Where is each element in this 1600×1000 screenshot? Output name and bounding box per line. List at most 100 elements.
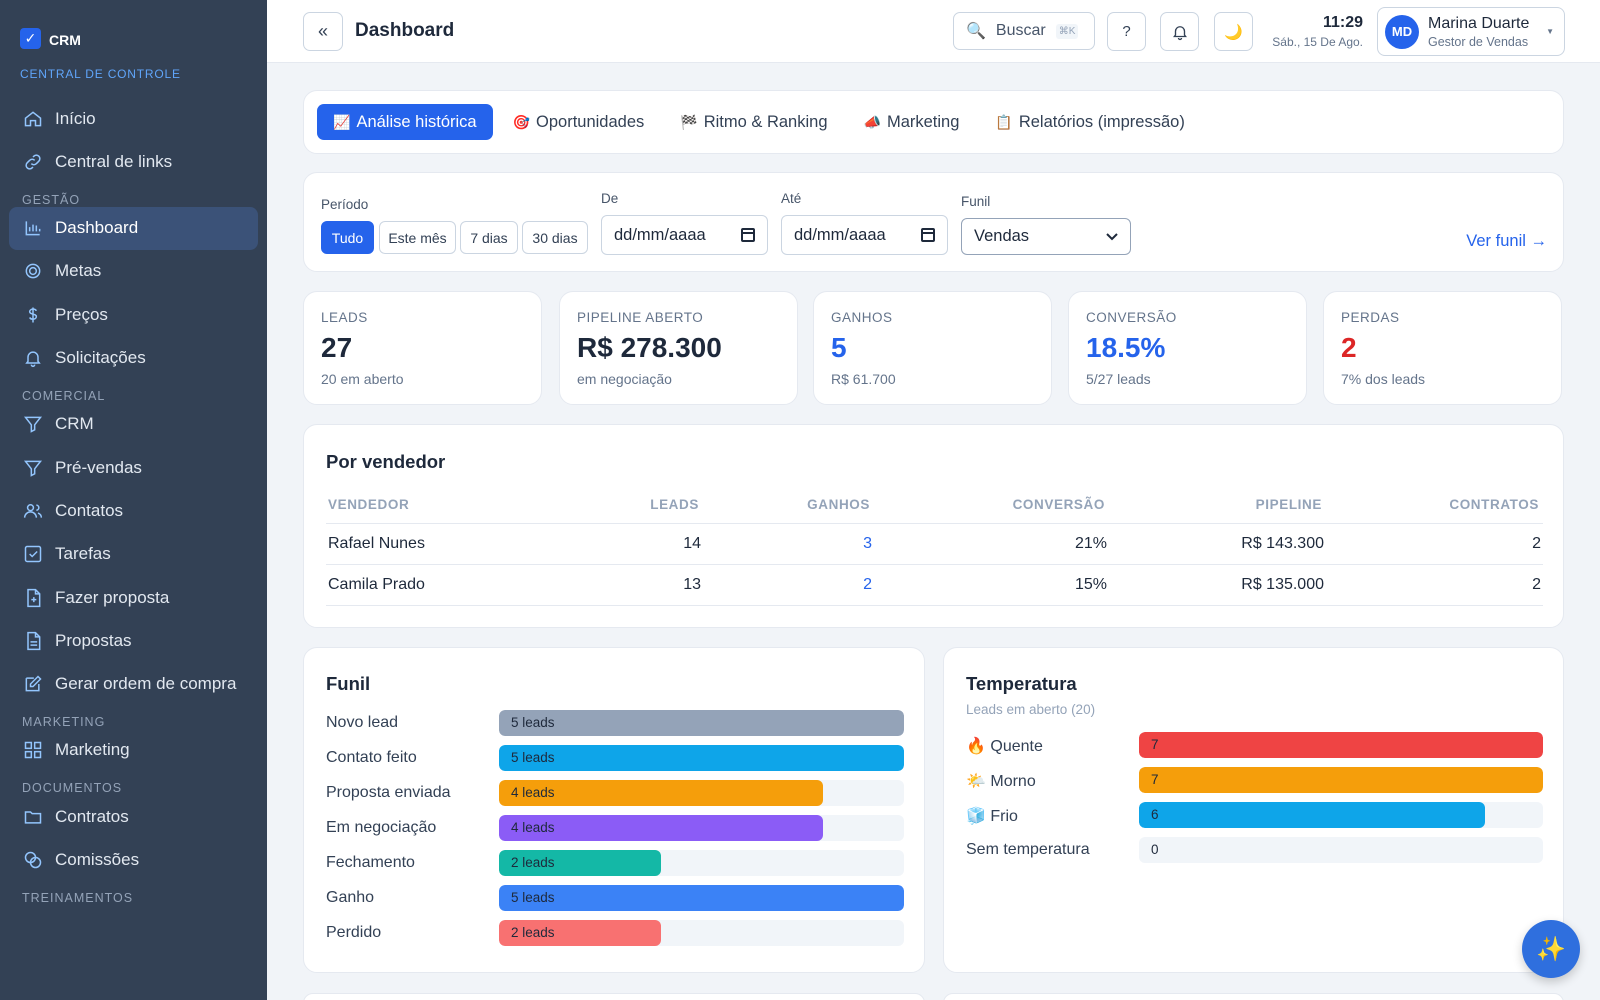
sidebar-item-crm[interactable]: CRM <box>9 403 258 446</box>
table-cell-conversao: 15% <box>1074 576 1107 593</box>
sidebar-item-inicio[interactable]: Início <box>9 97 258 140</box>
column-header-conversao: CONVERSÃO <box>1012 497 1105 512</box>
sidebar-item-label: Fazer proposta <box>55 587 170 607</box>
kpi-sub: em negociação <box>577 371 672 387</box>
column-header-leads: LEADS <box>650 497 699 512</box>
ate-date-input[interactable]: dd/mm/aaaa <box>781 215 948 255</box>
dollar-icon <box>28 307 38 323</box>
notifications-button[interactable] <box>1160 12 1199 51</box>
funil-bar-value: 2 leads <box>511 925 555 940</box>
tab-label: Marketing <box>886 112 960 131</box>
ate-date-value: dd/mm/aaaa <box>794 225 886 244</box>
funil-label-em-negociacao: Em negociação <box>326 819 436 837</box>
sidebar-item-contatos[interactable]: Contatos <box>9 489 258 532</box>
temperatura-subtitle: Leads em aberto (20) <box>966 702 1096 717</box>
vendedores-title: Por vendedor <box>326 451 446 472</box>
temperatura-bar-value: 7 <box>1151 737 1159 752</box>
funil-label-text: Fechamento <box>326 854 415 871</box>
tab-analise-historica[interactable]: 📈 Análise histórica <box>317 104 493 140</box>
table-cell-contratos: 2 <box>1532 576 1541 593</box>
periodo-este-mes-button[interactable]: Este mês <box>379 221 456 254</box>
sidebar-item-propostas[interactable]: Propostas <box>9 619 258 662</box>
temperatura-frio-icon: 🧊 <box>966 808 991 825</box>
sidebar-item-precos[interactable]: Preços <box>9 293 258 336</box>
bottom-card-left <box>303 993 925 1000</box>
tab-label: Oportunidades <box>536 112 645 131</box>
temperatura-label-sem-temperatura: Sem temperatura <box>966 841 1090 859</box>
vendedores-card: Por vendedor VENDEDOR LEADS GANHOS CONVERSÃ… <box>303 424 1564 628</box>
de-date-value: dd/mm/aaaa <box>614 225 706 244</box>
sidebar-item-solicitacoes[interactable]: Solicitações <box>9 337 258 380</box>
sidebar-item-label: Tarefas <box>55 544 111 564</box>
clock-time: 11:29 <box>1322 14 1363 31</box>
sidebar-item-contratos[interactable]: Contratos <box>9 795 258 838</box>
periodo-30-dias-button[interactable]: 30 dias <box>522 221 588 254</box>
tab-oportunidades[interactable]: 🎯 Oportunidades <box>497 104 661 140</box>
kpi-label: LEADS <box>321 310 368 325</box>
assistant-fab-button[interactable]: ✨ <box>1522 920 1580 978</box>
sidebar-item-marketing[interactable]: Marketing <box>9 729 258 772</box>
funil-label-text: Em negociação <box>326 819 437 836</box>
bell-icon <box>25 351 41 368</box>
link-icon <box>25 154 41 170</box>
kpi-label: CONVERSÃO <box>1086 310 1177 325</box>
table-cell-pipeline: R$ 135.000 <box>1241 576 1324 593</box>
sidebar-item-central-de-links[interactable]: Central de links <box>9 140 258 183</box>
funil-title: Funil <box>326 673 371 694</box>
target-icon <box>25 263 41 279</box>
sidebar-item-pre-vendas[interactable]: Pré-vendas <box>9 446 258 489</box>
search-button[interactable]: 🔍 Buscar ⌘K <box>953 12 1095 50</box>
sidebar-item-dashboard[interactable]: Dashboard <box>9 206 258 250</box>
sidebar-item-gerar-ordem-de-compra[interactable]: Gerar ordem de compra <box>9 663 258 706</box>
users-icon <box>23 503 43 518</box>
de-date-input[interactable]: dd/mm/aaaa <box>601 215 768 255</box>
collapse-sidebar-button[interactable]: « <box>303 12 343 51</box>
tab-marketing[interactable]: 📣 Marketing <box>848 104 976 140</box>
kpi-value: 27 <box>321 332 353 363</box>
sidebar-item-comissoes[interactable]: Comissões <box>9 839 258 882</box>
temperatura-bar-track: 0 <box>1139 837 1543 863</box>
periodo-tudo-button[interactable]: Tudo <box>321 221 374 254</box>
column-header-pipeline: PIPELINE <box>1255 497 1322 512</box>
coins-icon <box>24 851 42 869</box>
sidebar-item-metas[interactable]: Metas <box>9 250 258 293</box>
tab-relatorios-impressao[interactable]: 📋 Relatórios (impressão) <box>979 104 1200 140</box>
funil-bar-track: 4 leads <box>499 780 904 806</box>
calendar-icon <box>741 228 755 242</box>
kpi-card-pipeline-aberto: PIPELINE ABERTO R$ 278.300 em negociação <box>559 291 798 405</box>
sidebar-item-tarefas[interactable]: Tarefas <box>9 533 258 576</box>
help-button[interactable]: ? <box>1107 12 1146 51</box>
temperatura-bar-quente <box>1139 732 1543 758</box>
temperatura-bar-value: 0 <box>1151 842 1159 857</box>
funil-label-text: Perdido <box>326 924 382 941</box>
tab-ritmo-ranking[interactable]: 🏁 Ritmo & Ranking <box>664 104 843 140</box>
sidebar-item-label: Solicitações <box>55 348 146 367</box>
bell-icon <box>1172 25 1187 40</box>
temperatura-bar-morno <box>1139 767 1543 793</box>
column-header-contratos: CONTRATOS <box>1449 497 1539 512</box>
sidebar-item-label: Comissões <box>55 850 140 869</box>
table-cell-ganhos[interactable]: 2 <box>863 576 872 593</box>
periodo-7-dias-button[interactable]: 7 dias <box>460 221 518 254</box>
funil-label-text: Contato feito <box>326 749 417 766</box>
funil-bar-track: 2 leads <box>499 920 904 946</box>
edit-icon <box>25 675 42 692</box>
tab-label: Ritmo & Ranking <box>703 112 828 131</box>
funil-select[interactable]: Vendas <box>961 218 1131 255</box>
user-menu[interactable]: MD Marina Duarte Gestor de Vendas ▼ <box>1377 7 1565 56</box>
table-cell-pipeline: R$ 143.300 <box>1241 535 1324 552</box>
funil-label-perdido: Perdido <box>326 924 381 942</box>
funil-bar-em-negociacao <box>499 815 823 841</box>
sidebar-item-fazer-proposta[interactable]: Fazer proposta <box>9 576 258 619</box>
theme-toggle-button[interactable]: 🌙 <box>1214 12 1253 51</box>
temperatura-card: Temperatura Leads em aberto (20) 🔥 Quent… <box>943 647 1564 973</box>
funil-bar-value: 5 leads <box>511 750 555 765</box>
temperatura-quente-icon: 🔥 <box>966 738 991 755</box>
tab-icon: 📈 <box>333 113 351 130</box>
funil-bar-value: 4 leads <box>511 785 555 800</box>
kpi-label: GANHOS <box>831 310 893 325</box>
table-cell-ganhos[interactable]: 3 <box>863 535 872 552</box>
moon-icon: 🌙 <box>1224 23 1243 41</box>
ver-funil-link[interactable]: Ver funil → <box>1466 232 1547 250</box>
table-row: Camila Prado 13 2 15% R$ 135.000 2 <box>326 564 1543 605</box>
